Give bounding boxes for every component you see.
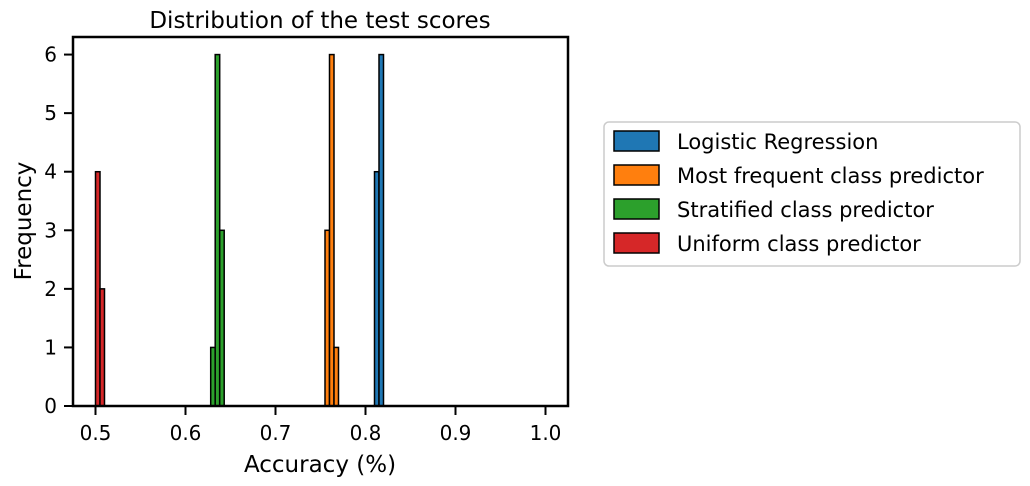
legend-label: Stratified class predictor [677, 198, 934, 222]
chart-title: Distribution of the test scores [149, 8, 490, 34]
legend-swatch [613, 198, 660, 220]
y-tick-label: 6 [44, 43, 57, 67]
bar-series-3-bin-1 [99, 288, 106, 407]
plot-frame [71, 35, 570, 408]
y-tick-label: 3 [44, 218, 57, 242]
legend-swatch [613, 164, 660, 186]
x-axis-ticks: 0.5 0.6 0.7 0.8 0.9 1.0 [80, 406, 562, 445]
legend-label: Most frequent class predictor [677, 164, 984, 188]
y-tick-label: 5 [44, 101, 57, 125]
y-axis-label: Frequency [11, 162, 37, 281]
x-tick-label: 0.5 [80, 421, 112, 445]
y-tick-label: 0 [44, 394, 57, 418]
x-tick-label: 0.9 [440, 421, 472, 445]
x-tick-label: 1.0 [530, 421, 562, 445]
legend-swatch [613, 130, 660, 152]
y-axis-ticks: 0 1 2 3 4 5 6 [44, 43, 73, 418]
y-tick-label: 4 [44, 160, 57, 184]
bar-series-0-bin-1 [378, 53, 385, 407]
x-axis-label: Accuracy (%) [244, 452, 396, 478]
legend-label: Logistic Regression [677, 130, 878, 154]
legend: Logistic Regression Most frequent class p… [603, 121, 1021, 267]
bar-series-2-bin-2 [218, 229, 225, 407]
legend-swatch [613, 232, 660, 254]
legend-label: Uniform class predictor [677, 232, 921, 256]
bars-group [94, 53, 385, 407]
y-tick-label: 2 [44, 277, 57, 301]
x-tick-label: 0.7 [260, 421, 292, 445]
y-tick-label: 1 [44, 335, 57, 359]
x-tick-label: 0.6 [170, 421, 202, 445]
bar-series-1-bin-2 [333, 346, 340, 407]
x-tick-label: 0.8 [350, 421, 382, 445]
legend-frame [603, 121, 1021, 267]
